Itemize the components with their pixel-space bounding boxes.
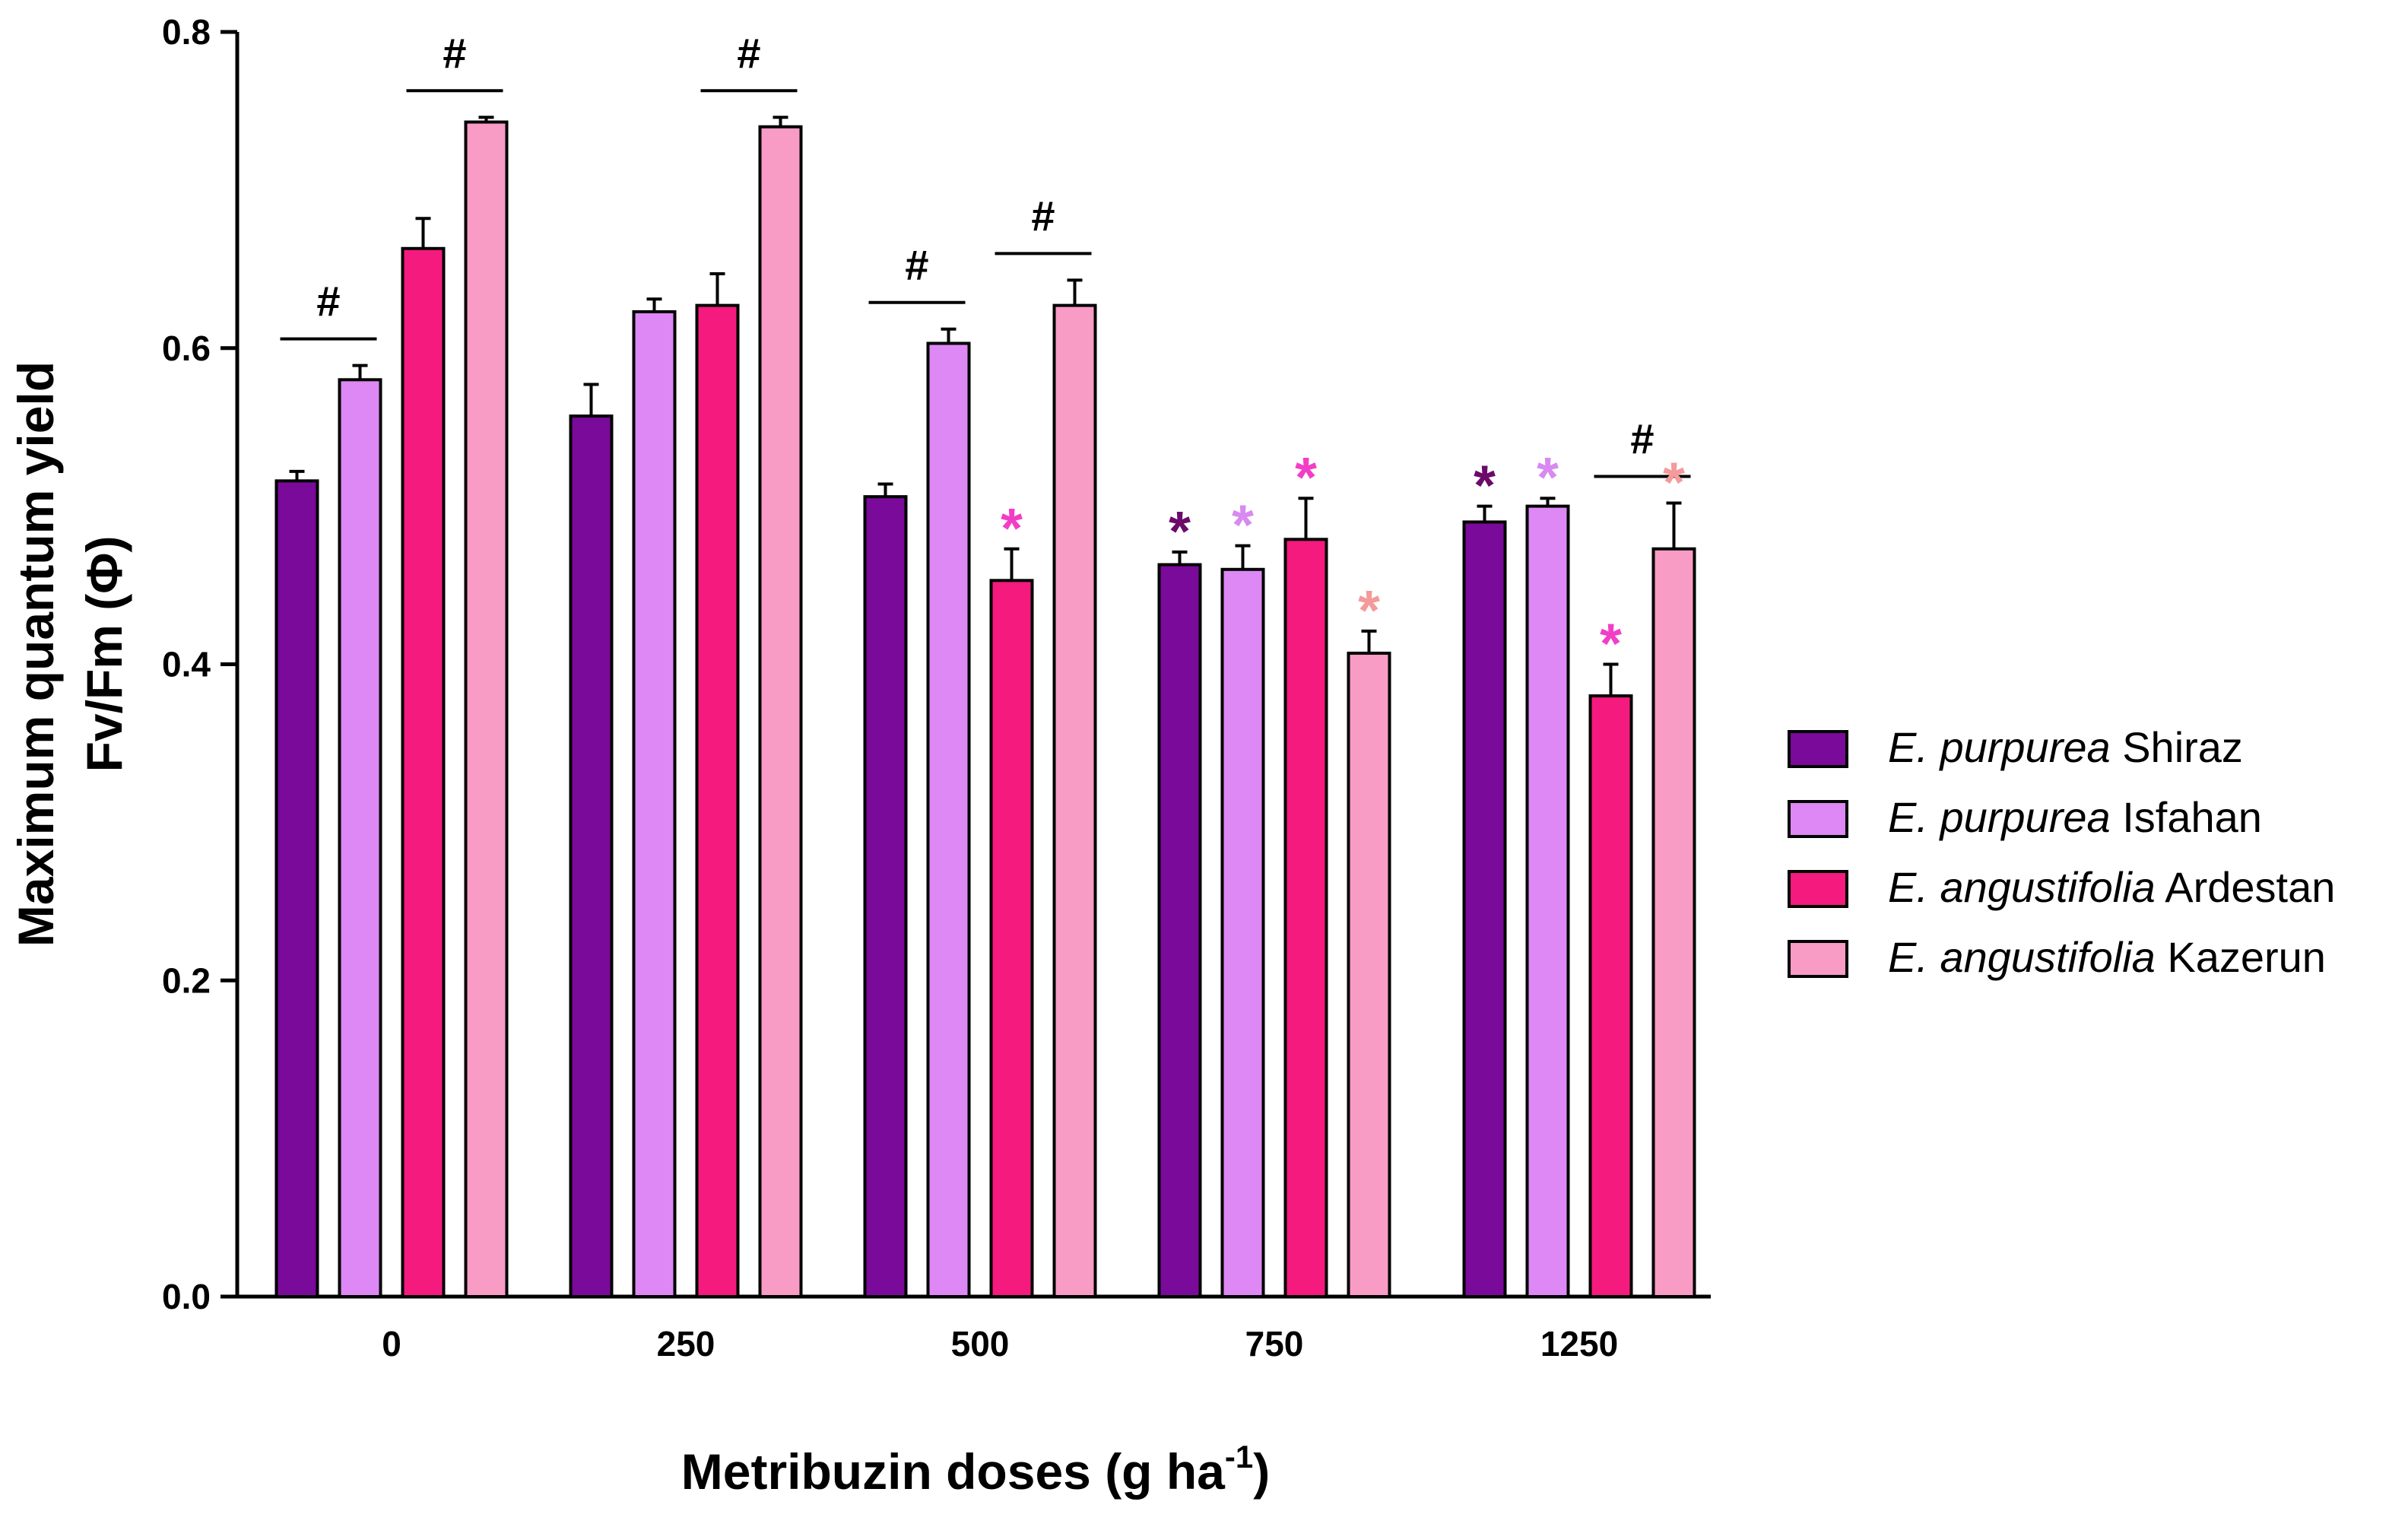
- y-axis-title-line2: Fv/Fm (Φ): [76, 536, 132, 773]
- bar: [1220, 567, 1265, 1298]
- legend-label-species: E. purpurea: [1888, 723, 2111, 771]
- bar: [1588, 694, 1633, 1298]
- bar: [1052, 303, 1097, 1298]
- asterisk-mark: *: [1169, 500, 1191, 563]
- bar: [1651, 547, 1696, 1298]
- bar: [926, 341, 971, 1298]
- legend-label: E. purpurea Shiraz: [1888, 723, 2243, 771]
- annotations: ## ####* * **** ***: [280, 29, 1691, 675]
- bar: [1157, 563, 1202, 1298]
- x-tick-label: 250: [657, 1324, 715, 1364]
- y-tick-label: 0.4: [162, 645, 211, 684]
- legend-swatch: [1788, 940, 1848, 978]
- legend-label-species: E. angustifolia: [1888, 863, 2156, 911]
- bar: [863, 495, 908, 1299]
- bar: [1462, 520, 1507, 1298]
- bar: [464, 120, 509, 1298]
- hash-mark: #: [316, 278, 340, 325]
- legend-label: E. angustifolia Kazerun: [1888, 933, 2326, 981]
- x-tick-label: 1250: [1540, 1324, 1618, 1364]
- legend-label-location: Ardestan: [2156, 863, 2336, 911]
- x-axis-title-main: Metribuzin doses (g ha: [681, 1443, 1226, 1500]
- bar: [569, 414, 614, 1298]
- legend-swatch: [1788, 730, 1848, 768]
- legend-label-location: Kazerun: [2156, 933, 2326, 981]
- asterisk-mark: *: [1232, 494, 1254, 557]
- bar: [1283, 538, 1328, 1298]
- legend-label: E. purpurea Isfahan: [1888, 793, 2262, 841]
- bar: [632, 310, 677, 1299]
- x-tick-label: 0: [382, 1324, 401, 1364]
- y-tick-label: 0.6: [162, 329, 211, 368]
- y-tick-label: 0.2: [162, 960, 211, 1000]
- bar: [989, 579, 1034, 1298]
- asterisk-mark: *: [1358, 579, 1380, 642]
- legend-label-species: E. angustifolia: [1888, 933, 2156, 981]
- asterisk-mark: *: [1663, 450, 1685, 513]
- x-axis-title: Metribuzin doses (g ha-1): [681, 1439, 1270, 1500]
- legend-label: E. angustifolia Ardestan: [1888, 863, 2335, 911]
- y-axis: 0.0 0.2 0.4 0.6 0.8: [162, 12, 240, 1316]
- x-axis: 0 250 500 750 1250: [237, 1294, 1711, 1364]
- hash-mark: #: [443, 29, 466, 77]
- asterisk-mark: *: [1474, 454, 1496, 517]
- hash-mark: #: [1630, 414, 1654, 462]
- asterisk-mark: *: [1001, 497, 1023, 560]
- bar: [274, 479, 319, 1298]
- bar: [1525, 504, 1570, 1298]
- bar: [695, 303, 740, 1298]
- legend-label-location: Shiraz: [2111, 723, 2243, 771]
- legend-label-species: E. purpurea: [1888, 793, 2111, 841]
- asterisk-mark: *: [1600, 612, 1622, 675]
- asterisk-mark: *: [1295, 446, 1317, 509]
- x-axis-title-close: ): [1253, 1443, 1270, 1500]
- hash-mark: #: [737, 29, 760, 77]
- legend-swatch: [1788, 870, 1848, 908]
- legend-swatch: [1788, 800, 1848, 838]
- bar: [338, 378, 382, 1299]
- bar: [758, 125, 803, 1299]
- hash-mark: #: [905, 241, 928, 289]
- x-axis-title-superscript: -1: [1225, 1439, 1253, 1475]
- x-tick-label: 500: [951, 1324, 1010, 1364]
- y-tick-label: 0.0: [162, 1277, 211, 1316]
- bars: [274, 116, 1696, 1299]
- legend-label-location: Isfahan: [2111, 793, 2262, 841]
- y-axis-title-line1: Maximum quantum yield: [8, 361, 64, 947]
- asterisk-mark: *: [1537, 446, 1559, 509]
- bar: [1347, 651, 1391, 1298]
- y-tick-label: 0.8: [162, 12, 211, 52]
- x-tick-label: 750: [1245, 1324, 1304, 1364]
- hash-mark: #: [1031, 192, 1055, 240]
- bar: [401, 246, 446, 1299]
